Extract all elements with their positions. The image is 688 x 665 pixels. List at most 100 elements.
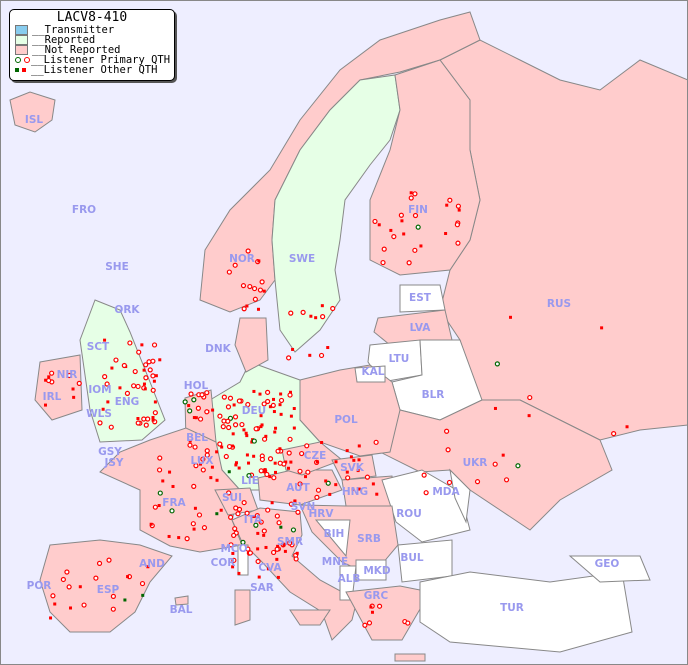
- listener-primary-qth-marker: [412, 247, 418, 253]
- country-sweden: [271, 74, 401, 353]
- listener-primary-qth-marker: [220, 424, 226, 430]
- listener-other-qth-marker: [262, 289, 266, 293]
- country-label-sui: SUI: [222, 492, 242, 504]
- listener-primary-qth-marker: [245, 546, 251, 552]
- listener-primary-qth-marker: [135, 383, 141, 390]
- listener-primary-qth-marker: [152, 504, 158, 510]
- listener-primary-qth-marker: [81, 602, 87, 608]
- listener-primary-qth-marker: [295, 509, 301, 515]
- listener-primary-qth-marker: [421, 472, 427, 478]
- listener-primary-qth-marker: [257, 287, 264, 293]
- listener-primary-qth-marker: [113, 357, 119, 363]
- country-label-bel: BEL: [186, 432, 208, 444]
- listener-primary-qth-marker: [226, 269, 232, 275]
- listener-other-qth-marker: [308, 353, 312, 357]
- listener-other-qth-marker: [276, 575, 280, 579]
- country-label-mda: MDA: [432, 486, 460, 498]
- listener-primary-qth-marker: [406, 260, 412, 266]
- listener-other-qth-marker: [257, 575, 261, 579]
- listener-other-qth-marker: [273, 461, 277, 465]
- country-label-mkd: MKD: [363, 565, 391, 577]
- listener-other-qth-marker: [215, 512, 219, 516]
- listener-other-qth-marker: [419, 244, 423, 248]
- listener-other-qth-marker: [250, 440, 254, 444]
- listener-primary-qth-marker: [143, 422, 149, 428]
- listener-other-qth-marker: [402, 232, 406, 236]
- listener-primary-qth-marker: [290, 527, 297, 533]
- listener-primary-qth-marker: [372, 218, 378, 225]
- country-label-geo: GEO: [595, 558, 620, 570]
- country-macedonia: [355, 559, 387, 581]
- listener-primary-qth-marker: [108, 424, 114, 430]
- country-slovakia: [331, 454, 377, 481]
- listener-other-qth-marker: [314, 316, 318, 320]
- listener-other-qth-marker: [194, 416, 198, 420]
- listener-other-qth-marker: [167, 534, 171, 538]
- listener-other-qth-marker: [320, 440, 324, 444]
- listener-primary-qth-marker: [267, 456, 274, 462]
- legend-label: __Listener Other QTH: [31, 64, 158, 76]
- country-label-ltu: LTU: [389, 353, 410, 365]
- listener-other-qth-marker: [357, 444, 361, 448]
- listener-other-qth-marker: [356, 469, 360, 473]
- listener-other-qth-marker: [279, 412, 283, 416]
- listener-other-qth-marker: [326, 346, 330, 350]
- listener-primary-qth-marker: [362, 622, 368, 628]
- listener-primary-qth-marker: [143, 362, 149, 368]
- listener-primary-qth-marker: [446, 479, 453, 486]
- listener-primary-qth-marker: [50, 593, 56, 599]
- listener-primary-qth-marker: [240, 283, 247, 289]
- listener-other-qth-marker: [270, 501, 274, 505]
- listener-other-qth-marker: [320, 304, 324, 308]
- legend-label: __Listener Primary QTH: [31, 54, 171, 66]
- country-label-rus: RUS: [547, 298, 571, 310]
- listener-primary-qth-marker: [297, 481, 303, 487]
- listener-other-qth-marker: [188, 439, 192, 443]
- listener-other-qth-marker: [286, 466, 290, 470]
- listener-other-qth-marker: [252, 454, 256, 458]
- listener-primary-qth-marker: [131, 383, 137, 389]
- listener-primary-qth-marker: [444, 428, 450, 434]
- listener-primary-qth-marker: [76, 380, 82, 386]
- country-label-irl: IRL: [43, 391, 62, 403]
- listener-primary-qth-marker: [139, 580, 146, 587]
- listener-primary-qth-marker: [196, 512, 203, 518]
- legend-not-reported: __Not Reported: [10, 45, 174, 55]
- listener-primary-qth-marker: [193, 463, 199, 469]
- legend-label: __Transmitter: [32, 24, 115, 36]
- legend-other-qth: __Listener Other QTH: [10, 65, 174, 75]
- listener-other-qth-marker: [272, 410, 276, 414]
- listener-other-qth-marker: [157, 504, 161, 508]
- listener-primary-qth-marker: [261, 401, 267, 407]
- listener-primary-qth-marker: [143, 375, 149, 381]
- listener-other-qth-marker: [334, 483, 338, 487]
- listener-primary-qth-marker: [231, 557, 237, 563]
- country-label-lux: LUX: [191, 455, 214, 467]
- listener-other-qth-marker: [153, 400, 157, 404]
- listener-other-qth-marker: [328, 492, 332, 496]
- listener-other-qth-marker: [259, 425, 263, 429]
- listener-primary-qth-marker: [245, 248, 251, 254]
- country-turkey: [419, 571, 633, 653]
- listener-other-qth-marker: [279, 392, 283, 396]
- country-label-bih: BIH: [324, 528, 345, 540]
- listener-primary-qth-marker: [121, 362, 127, 369]
- listener-other-qth-marker: [324, 479, 328, 483]
- listener-other-qth-marker: [123, 598, 127, 602]
- listener-primary-qth-marker: [287, 392, 293, 398]
- listener-primary-qth-marker: [204, 390, 210, 396]
- listener-other-qth-marker: [352, 458, 356, 462]
- listener-primary-qth-marker: [200, 467, 206, 473]
- country-romania: [381, 469, 471, 543]
- listener-other-qth-marker: [232, 403, 236, 407]
- listener-primary-qth-marker: [286, 450, 292, 456]
- listener-other-qth-marker: [187, 404, 191, 408]
- country-label-ork: ORK: [114, 304, 140, 316]
- listener-other-qth-marker: [256, 307, 260, 311]
- listener-primary-qth-marker: [405, 620, 411, 626]
- listener-primary-qth-marker: [235, 511, 241, 517]
- country-label-tur: TUR: [500, 602, 524, 614]
- listener-other-qth-marker: [357, 487, 361, 491]
- listener-other-qth-marker: [256, 531, 260, 535]
